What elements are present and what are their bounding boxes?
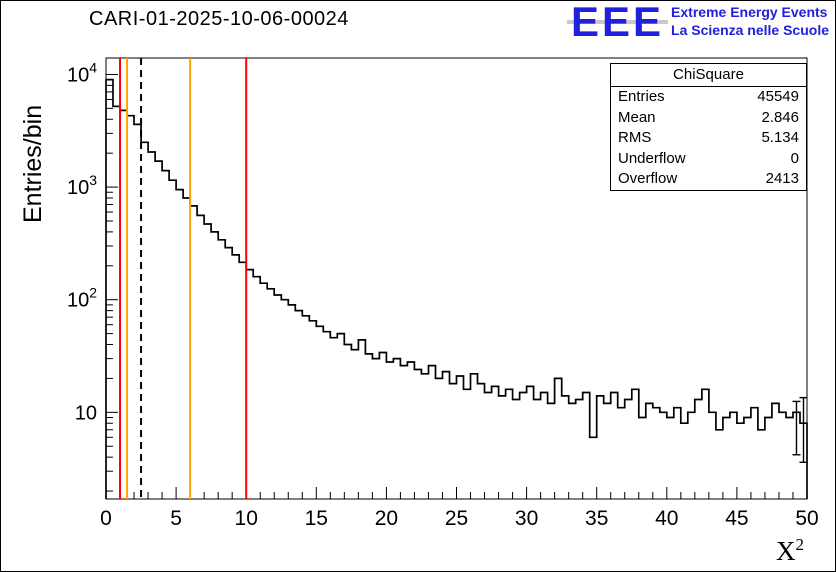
x-tick-label: 50 xyxy=(795,507,818,530)
y-tick-label: 10 xyxy=(75,402,97,424)
x-tick-label: 45 xyxy=(725,507,748,530)
stat-label: RMS xyxy=(618,129,652,146)
histogram-path xyxy=(105,78,808,499)
stats-row-entries: Entries 45549 xyxy=(611,87,806,108)
eee-logo-letters: EEE xyxy=(567,1,669,43)
cut-lines xyxy=(119,58,248,499)
x-tick-label: 5 xyxy=(170,507,182,530)
x-tick-label: 25 xyxy=(445,507,468,530)
stat-label: Overflow xyxy=(618,170,678,187)
error-bars xyxy=(792,396,808,464)
stats-box-title: ChiSquare xyxy=(611,64,806,87)
stats-row-underflow: Underflow 0 xyxy=(611,149,806,170)
x-tick-label: 35 xyxy=(585,507,608,530)
x-axis-title: X2 xyxy=(776,535,804,566)
x-tick-label: 15 xyxy=(305,507,328,530)
stats-row-mean: Mean 2.846 xyxy=(611,108,806,129)
y-axis-ticks: 10 102 103 104 xyxy=(67,59,118,492)
y-tick-label: 103 xyxy=(67,172,97,199)
stat-value: 0 xyxy=(790,149,799,167)
stat-value: 2413 xyxy=(765,170,799,187)
stats-row-overflow: Overflow 2413 xyxy=(611,169,806,190)
x-tick-label: 20 xyxy=(375,507,398,530)
x-tick-label: 40 xyxy=(655,507,678,530)
x-tick-label: 30 xyxy=(515,507,538,530)
stat-value: 5.134 xyxy=(761,129,799,146)
eee-logo: EEE Extreme Energy Events La Scienza nel… xyxy=(567,1,829,43)
stat-value: 45549 xyxy=(757,88,799,105)
stat-value: 2.846 xyxy=(761,108,799,126)
eee-logo-line2: La Scienza nelle Scuole xyxy=(671,22,829,38)
stat-label: Underflow xyxy=(618,149,686,167)
stat-label: Entries xyxy=(618,88,665,105)
x-tick-label: 0 xyxy=(100,507,112,530)
plot-title: CARI-01-2025-10-06-00024 xyxy=(89,8,349,30)
x-tick-label: 10 xyxy=(235,507,258,530)
x-axis-ticks: 0 5 10 15 20 25 30 35 40 45 50 xyxy=(100,487,819,530)
eee-logo-line1: Extreme Energy Events xyxy=(671,4,828,20)
y-tick-label: 102 xyxy=(67,285,97,312)
stats-box: ChiSquare Entries 45549 Mean 2.846 RMS 5… xyxy=(610,63,807,191)
y-axis-title: Entries/bin xyxy=(19,104,47,223)
stats-row-rms: RMS 5.134 xyxy=(611,128,806,149)
y-tick-label: 104 xyxy=(67,59,97,86)
eee-logo-text: Extreme Energy Events La Scienza nelle S… xyxy=(671,3,829,39)
stat-label: Mean xyxy=(618,108,656,126)
